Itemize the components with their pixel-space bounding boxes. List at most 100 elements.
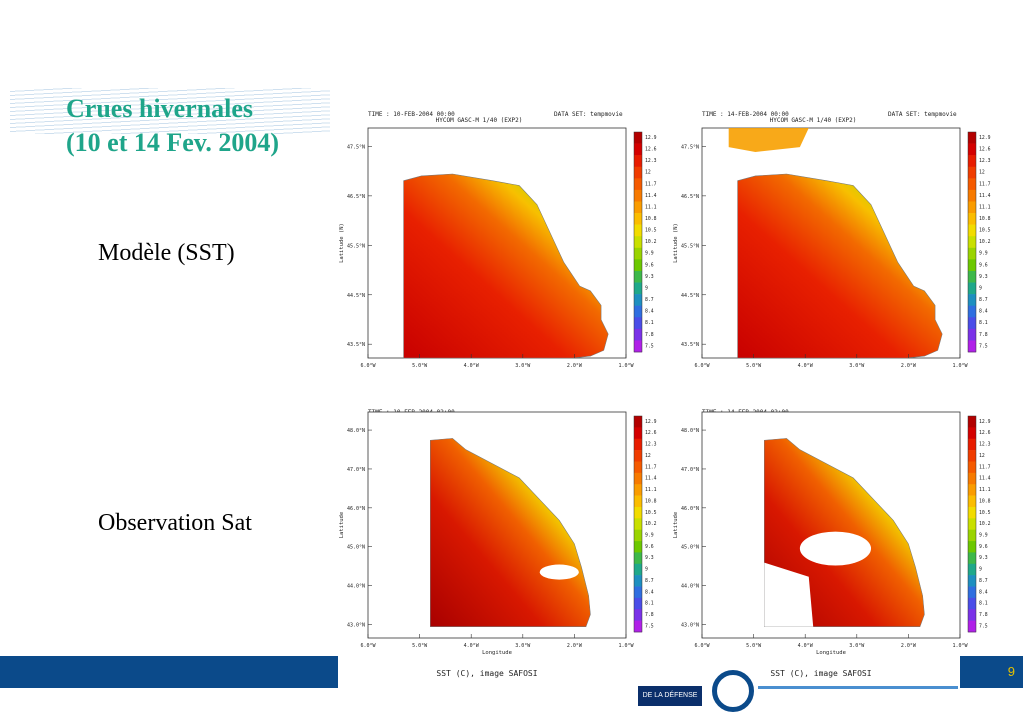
x-tick-label: 5.0°W — [412, 363, 428, 369]
x-tick-label: 5.0°W — [746, 363, 762, 369]
y-tick-label: 46.0°N — [681, 506, 699, 512]
title-line-2: (10 et 14 Fev. 2004) — [66, 128, 280, 157]
y-tick-label: 46.5°N — [347, 194, 365, 200]
colorbar-swatch — [634, 597, 642, 610]
y-tick-label: 43.5°N — [681, 342, 699, 348]
colorbar-swatch — [634, 518, 642, 530]
colorbar-swatch — [634, 189, 642, 202]
colorbar-label: 9.6 — [645, 262, 654, 268]
colorbar-swatch — [968, 597, 976, 610]
colorbar-swatch — [634, 259, 642, 272]
colorbar-label: 8.7 — [979, 578, 988, 584]
panel-caption: SST (C), image SAFOSI — [770, 669, 871, 678]
x-tick-label: 1.0°W — [618, 643, 634, 649]
colorbar-swatch — [968, 317, 976, 330]
colorbar-label: 10.5 — [645, 510, 657, 516]
y-tick-label: 45.0°N — [347, 545, 365, 551]
x-tick-label: 5.0°W — [412, 643, 428, 649]
colorbar-label: 12.9 — [979, 135, 991, 141]
colorbar-label: 10.5 — [979, 510, 991, 516]
colorbar-swatch — [634, 201, 642, 214]
ministry-logo: DE LA DÉFENSE — [638, 686, 702, 706]
x-tick-label: 2.0°W — [567, 363, 583, 369]
title-decoration — [10, 88, 330, 134]
colorbar-swatch — [634, 416, 642, 428]
colorbar-swatch — [634, 461, 642, 474]
y-tick-label: 46.5°N — [681, 194, 699, 200]
plot-area — [701, 127, 961, 359]
x-axis-label: Longitude — [482, 650, 512, 656]
x-tick-label: 2.0°W — [901, 363, 917, 369]
colorbar-label: 9.9 — [979, 251, 988, 257]
y-axis-label: Latitude (N) — [339, 223, 345, 263]
colorbar-swatch — [634, 427, 642, 440]
colorbar-label: 9 — [645, 567, 648, 573]
colorbar-label: 9 — [645, 285, 648, 291]
colorbar-swatch — [968, 294, 976, 306]
x-tick-label: 6.0°W — [694, 643, 710, 649]
colorbar-label: 8.1 — [979, 320, 988, 326]
colorbar-label: 11.7 — [979, 181, 991, 187]
colorbar-swatch — [968, 213, 976, 225]
colorbar-label: 11.4 — [979, 476, 991, 482]
colorbar-label: 10.2 — [645, 239, 657, 245]
colorbar-swatch — [634, 132, 642, 144]
y-tick-label: 44.5°N — [681, 293, 699, 299]
colorbar-swatch — [634, 224, 642, 237]
map-panel-obs-feb10: TIME : 10-FEB-2004 02:0048.0°N47.0°N46.0… — [334, 384, 664, 684]
colorbar-swatch — [968, 620, 976, 633]
colorbar-label: 12 — [645, 453, 651, 459]
colorbar-swatch — [968, 340, 976, 353]
institution-logo-icon — [712, 670, 754, 712]
x-tick-label: 4.0°W — [464, 363, 480, 369]
colorbar-label: 12.9 — [979, 419, 991, 425]
colorbar-swatch — [968, 236, 976, 249]
colorbar-label: 12.3 — [979, 158, 991, 164]
colorbar-swatch — [968, 143, 976, 156]
colorbar-swatch — [634, 541, 642, 553]
colorbar-swatch — [968, 166, 976, 179]
colorbar-label: 8.4 — [979, 589, 988, 595]
panel-time: TIME : 10-FEB-2004 00:00 — [368, 111, 455, 118]
colorbar-label: 12.9 — [645, 419, 657, 425]
footer-accent-line — [758, 686, 958, 689]
colorbar-swatch — [634, 294, 642, 306]
colorbar-label: 9.3 — [979, 555, 988, 561]
colorbar-swatch — [634, 563, 642, 576]
colorbar-swatch — [968, 472, 976, 485]
colorbar-swatch — [968, 189, 976, 202]
colorbar-label: 10.5 — [979, 228, 991, 234]
colorbar-swatch — [968, 305, 976, 318]
colorbar-label: 11.1 — [979, 487, 991, 493]
footer-bar-right: 9 — [960, 656, 1023, 688]
x-tick-label: 4.0°W — [798, 363, 814, 369]
colorbar-swatch — [634, 506, 642, 519]
colorbar-swatch — [634, 305, 642, 318]
cloud-gap — [764, 562, 814, 627]
colorbar-label: 8.7 — [645, 578, 654, 584]
y-axis-label: Latitude — [339, 512, 345, 539]
y-tick-label: 45.0°N — [681, 545, 699, 551]
colorbar-label: 7.5 — [979, 623, 988, 629]
colorbar-label: 11.4 — [645, 193, 657, 199]
colorbar-label: 10.2 — [645, 521, 657, 527]
colorbar-swatch — [968, 224, 976, 237]
colorbar-label: 9 — [979, 567, 982, 573]
x-tick-label: 1.0°W — [952, 643, 968, 649]
panel-subtitle: HYCOM GASC-M 1/40 (EXP2) — [436, 117, 523, 124]
colorbar-swatch — [968, 132, 976, 144]
colorbar-label: 10.8 — [979, 498, 991, 504]
colorbar-swatch — [634, 143, 642, 156]
colorbar-label: 8.4 — [645, 309, 654, 315]
colorbar-label: 8.4 — [979, 309, 988, 315]
colorbar-swatch — [968, 506, 976, 519]
colorbar-swatch — [968, 438, 976, 451]
colorbar-swatch — [968, 563, 976, 576]
colorbar-label: 11.1 — [979, 204, 991, 210]
colorbar-label: 8.7 — [645, 297, 654, 303]
x-tick-label: 1.0°W — [952, 363, 968, 369]
colorbar-swatch — [634, 282, 642, 295]
x-tick-label: 2.0°W — [567, 643, 583, 649]
colorbar-label: 10.8 — [645, 498, 657, 504]
colorbar-swatch — [968, 247, 976, 260]
